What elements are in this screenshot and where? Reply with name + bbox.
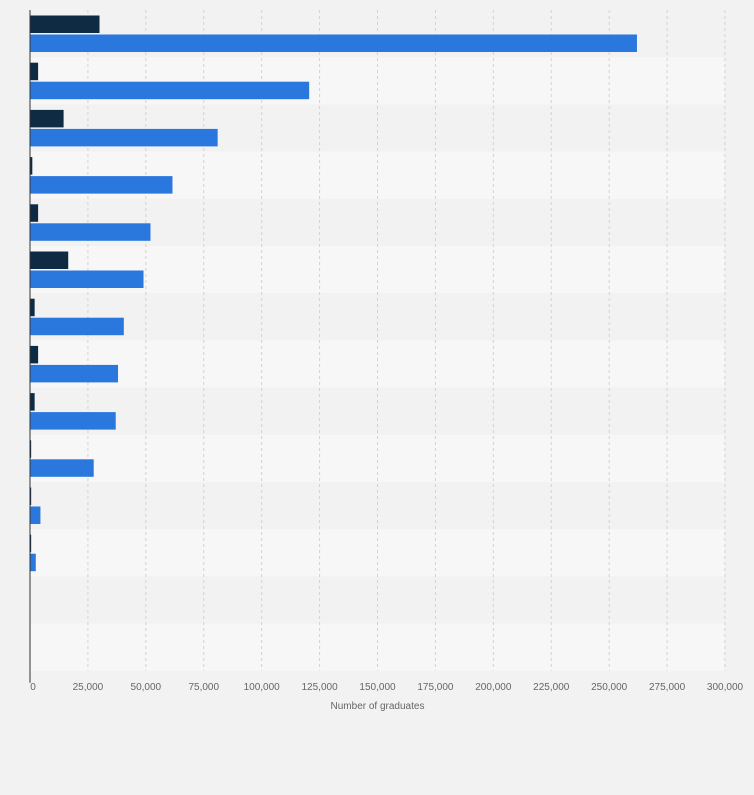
bar-series-1 (30, 204, 39, 222)
bar-series-1 (30, 345, 39, 364)
x-tick-label: 150,000 (359, 682, 396, 693)
x-tick-label: 250,000 (591, 682, 628, 693)
x-tick-label: 125,000 (302, 682, 339, 693)
bar-series-1 (30, 393, 35, 411)
x-axis-label: Number of graduates (331, 701, 425, 712)
bar-series-1 (30, 298, 35, 317)
bar-series-1 (30, 62, 39, 81)
x-tick-label: 50,000 (131, 682, 162, 693)
x-tick-label: 100,000 (244, 682, 281, 693)
x-tick-label: 200,000 (475, 682, 512, 693)
bar-series-2 (30, 364, 119, 383)
bar-series-1 (30, 15, 100, 33)
bar-series-2 (30, 223, 151, 241)
bar-series-1 (30, 251, 69, 269)
x-tick-label: 25,000 (73, 682, 104, 693)
bar-series-2 (30, 506, 41, 524)
bar-series-1 (30, 109, 64, 128)
bars (30, 15, 637, 572)
x-tick-label: 0 (30, 682, 36, 693)
bar-series-1 (30, 157, 33, 175)
bar-series-1 (30, 440, 32, 458)
bar-series-2 (30, 81, 310, 100)
x-tick-label: 225,000 (533, 682, 570, 693)
bar-series-2 (30, 128, 218, 147)
bar-series-1 (30, 487, 32, 505)
gridlines (87, 10, 726, 671)
bar-series-2 (30, 176, 173, 194)
x-tick-label: 275,000 (649, 682, 686, 693)
bar-series-1 (30, 534, 32, 553)
bar-series-2 (30, 412, 116, 430)
bar-series-2 (30, 553, 36, 572)
bar-series-2 (30, 459, 94, 477)
bar-series-2 (30, 270, 144, 288)
x-tick-label: 175,000 (417, 682, 454, 693)
x-tick-labels: 0 25,000 50,000 75,000 100,000 125,000 150,000… (30, 682, 743, 693)
bar-series-2 (30, 34, 637, 52)
x-tick-label: 75,000 (188, 682, 219, 693)
x-tick-label: 300,000 (707, 682, 744, 693)
bar-series-2 (30, 317, 124, 336)
